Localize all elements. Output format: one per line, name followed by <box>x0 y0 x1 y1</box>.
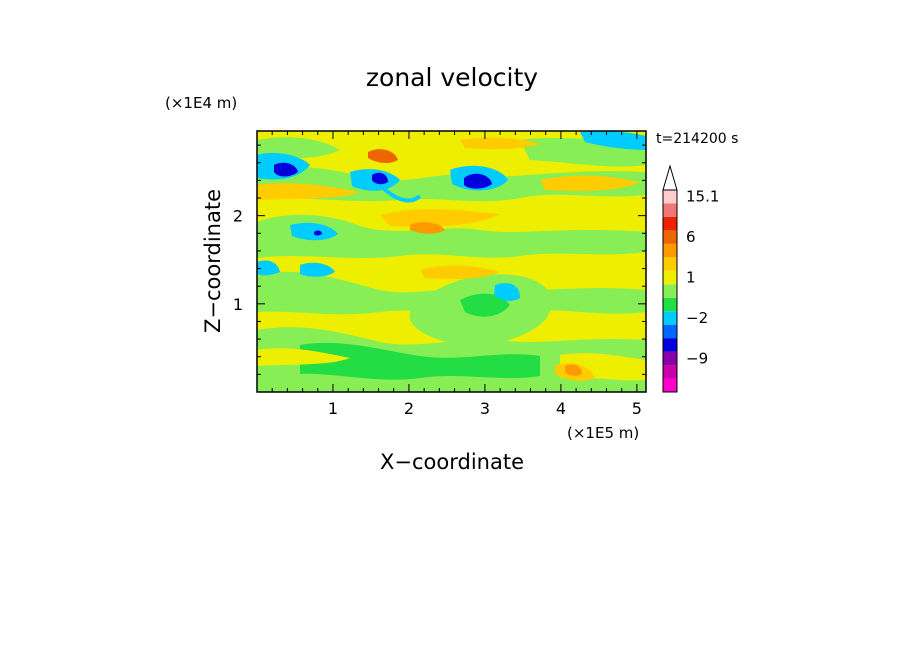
colorbar-label: 15.1 <box>686 188 719 206</box>
colorbar-label: 1 <box>686 269 696 287</box>
colorbar-swatch <box>663 378 677 392</box>
colorbar-swatch <box>663 216 677 231</box>
velocity-field <box>257 131 646 392</box>
colorbar-swatch <box>663 203 677 217</box>
colorbar-swatch <box>663 324 677 339</box>
colorbar-swatch <box>663 270 677 285</box>
x-tick-label: 1 <box>328 399 338 418</box>
colorbar-swatch <box>663 297 677 312</box>
colorbar-label: −9 <box>686 349 708 367</box>
colorbar-swatch <box>663 311 677 325</box>
x-tick-label: 4 <box>556 399 566 418</box>
plot-frame <box>256 130 647 393</box>
colorbar-swatch <box>663 230 677 244</box>
colorbar-swatch <box>663 284 677 298</box>
x-tick-label: 2 <box>404 399 414 418</box>
colorbar-label: 6 <box>686 228 696 246</box>
colorbar-swatch <box>663 351 677 366</box>
x-tick-label: 3 <box>480 399 490 418</box>
colorbar-swatch <box>663 190 677 204</box>
colorbar-extend-arrow <box>662 164 678 191</box>
colorbar-swatch <box>663 338 677 352</box>
y-axis-ticks: 12 <box>233 144 646 375</box>
x-tick-label: 5 <box>632 399 642 418</box>
y-tick-label: 2 <box>233 207 243 226</box>
colorbar-swatch <box>663 365 677 379</box>
chart-title: zonal velocity <box>366 63 538 92</box>
x-axis-ticks: 1 2 3 4 5 <box>271 131 642 418</box>
colorbar-label: −2 <box>686 309 708 327</box>
x-axis-title: X−coordinate <box>380 450 524 474</box>
y-scale-label: (×1E4 m) <box>165 94 237 112</box>
time-label: t=214200 s <box>656 131 738 147</box>
y-tick-label: 1 <box>233 295 243 314</box>
colorbar-swatch <box>663 243 677 258</box>
colorbar-swatch <box>663 257 677 271</box>
y-axis-title: Z−coordinate <box>201 189 225 333</box>
x-scale-label: (×1E5 m) <box>567 424 639 442</box>
colorbar: 15.1 6 1 −2 −9 <box>662 164 719 393</box>
